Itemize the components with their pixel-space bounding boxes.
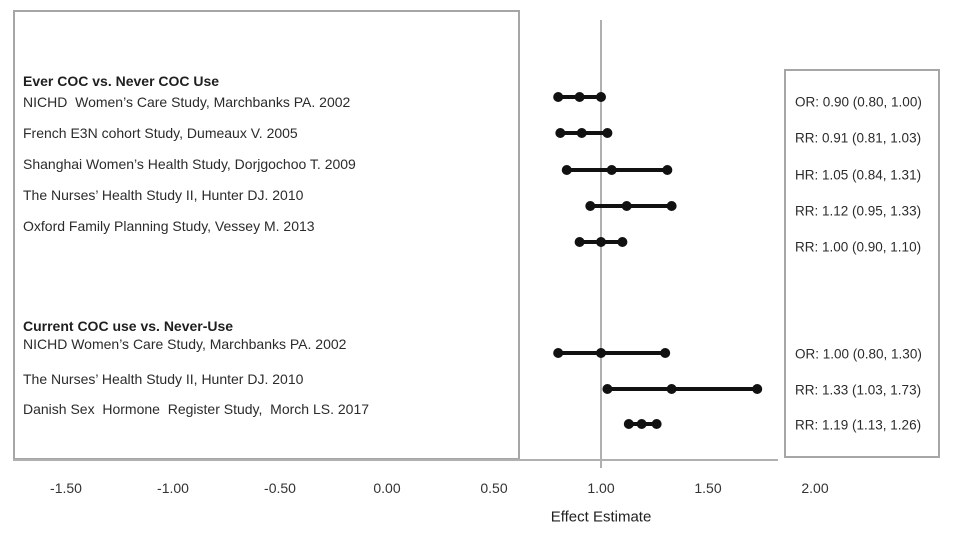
- ci-bound-dot: [553, 348, 564, 358]
- study-label: NICHD Women’s Care Study, Marchbanks PA.…: [23, 336, 347, 352]
- point-estimate-dot: [596, 348, 606, 358]
- point-estimate-dot: [606, 165, 617, 175]
- ci-bound-dot: [660, 348, 671, 358]
- point-estimate-dot: [596, 237, 606, 247]
- effect-estimate-value: RR: 0.91 (0.81, 1.03): [795, 130, 922, 146]
- ci-bound-dot: [555, 128, 566, 138]
- x-tick-label: -1.00: [157, 480, 189, 496]
- x-tick-label: -0.50: [264, 480, 296, 496]
- x-tick-label: 1.50: [694, 480, 722, 496]
- effect-estimate-value: OR: 1.00 (0.80, 1.30): [795, 346, 922, 362]
- ci-bound-dot: [662, 165, 673, 175]
- effect-estimate-value: HR: 1.05 (0.84, 1.31): [795, 167, 922, 183]
- ci-bound-dot: [651, 419, 662, 429]
- ci-bound-dot: [561, 165, 572, 175]
- effect-estimate-value: RR: 1.33 (1.03, 1.73): [795, 382, 922, 398]
- x-axis-title: Effect Estimate: [550, 508, 652, 526]
- ci-bound-dot: [623, 419, 634, 429]
- x-tick-label: 0.50: [480, 480, 508, 496]
- effect-estimate-value: OR: 0.90 (0.80, 1.00): [795, 94, 922, 110]
- effect-estimate-value: RR: 1.12 (0.95, 1.33): [795, 203, 922, 219]
- study-label: The Nurses’ Health Study II, Hunter DJ. …: [23, 371, 304, 387]
- effect-estimate-value: RR: 1.00 (0.90, 1.10): [795, 239, 922, 255]
- ci-bound-dot: [596, 92, 606, 102]
- x-tick-label: -1.50: [50, 480, 82, 496]
- ci-bound-dot: [666, 201, 677, 211]
- study-label: Danish Sex Hormone Register Study, Morch…: [23, 401, 370, 417]
- effect-estimate-value: RR: 1.19 (1.13, 1.26): [795, 417, 922, 433]
- point-estimate-dot: [621, 201, 632, 211]
- study-label: Shanghai Women’s Health Study, Dorjgocho…: [23, 156, 356, 172]
- ci-bound-dot: [574, 237, 585, 247]
- ci-bound-dot: [752, 384, 763, 394]
- point-estimate-dot: [576, 128, 587, 138]
- x-tick-label: 1.00: [587, 480, 615, 496]
- ci-bound-dot: [617, 237, 628, 247]
- x-tick-label: 2.00: [801, 480, 829, 496]
- ci-bound-dot: [585, 201, 596, 211]
- ci-bound-dot: [602, 384, 613, 394]
- study-label: NICHD Women’s Care Study, Marchbanks PA.…: [23, 94, 351, 110]
- study-label: French E3N cohort Study, Dumeaux V. 2005: [23, 125, 298, 141]
- study-label: Oxford Family Planning Study, Vessey M. …: [23, 218, 315, 234]
- study-label: The Nurses’ Health Study II, Hunter DJ. …: [23, 187, 304, 203]
- point-estimate-dot: [636, 419, 647, 429]
- x-tick-label: 0.00: [373, 480, 401, 496]
- group-heading: Current COC use vs. Never-Use: [23, 318, 234, 334]
- ci-bound-dot: [553, 92, 564, 102]
- point-estimate-dot: [666, 384, 677, 394]
- point-estimate-dot: [574, 92, 585, 102]
- ci-bound-dot: [602, 128, 613, 138]
- group-heading: Ever COC vs. Never COC Use: [23, 73, 220, 89]
- effect-estimates-box: [784, 69, 940, 458]
